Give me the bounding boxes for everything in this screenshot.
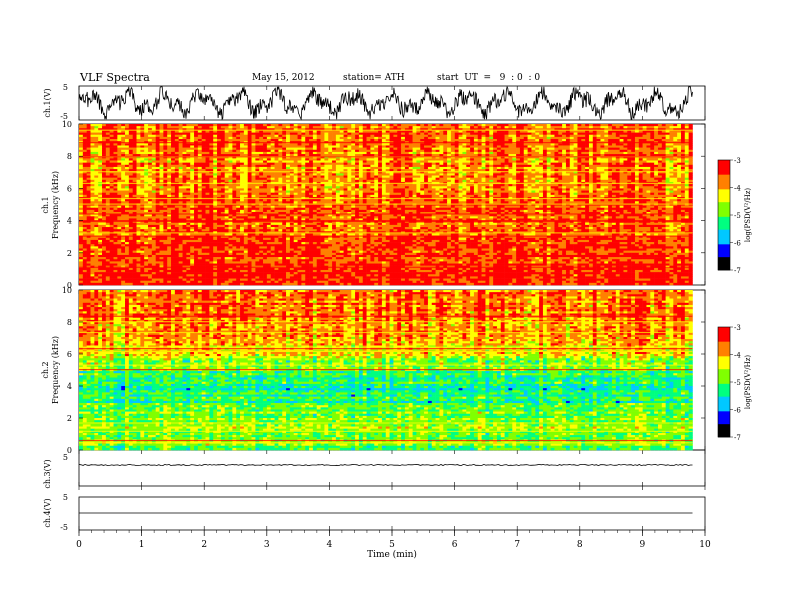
freq-tick-label: 10 bbox=[62, 120, 72, 129]
x-tick-label: 4 bbox=[327, 540, 333, 550]
colorbar-tick-label: -7 bbox=[734, 434, 741, 442]
colorbar-tick-label: -5 bbox=[734, 379, 741, 387]
x-axis-label: Time (min) bbox=[367, 549, 417, 560]
ch2-freq-label: Frequency (kHz) bbox=[51, 336, 60, 404]
colorbar-tick-label: -5 bbox=[734, 212, 741, 220]
x-tick-label: 9 bbox=[640, 540, 646, 550]
ch1-ylabel: ch.1(V) bbox=[43, 88, 52, 117]
x-tick-label: 3 bbox=[264, 540, 270, 550]
x-tick-label: 10 bbox=[699, 540, 711, 550]
freq-tick-label: 2 bbox=[67, 249, 72, 258]
time-axis: 0 1 2 3 4 5 6 7 8 9 10 bbox=[76, 530, 711, 550]
x-tick-label: 0 bbox=[76, 540, 82, 550]
ch4-waveform-frame bbox=[79, 497, 705, 530]
ch2-spectrogram-image bbox=[79, 290, 693, 450]
freq-tick-label: 6 bbox=[67, 184, 72, 193]
freq-tick-label: 2 bbox=[67, 414, 72, 423]
freq-tick-label: 6 bbox=[67, 350, 72, 359]
x-tick-label: 1 bbox=[139, 540, 145, 550]
ch1-colorbar-label: log(PSD(V²/Hz) bbox=[744, 188, 752, 243]
x-tick-label: 7 bbox=[514, 540, 520, 550]
freq-tick-label: 8 bbox=[67, 318, 72, 327]
ch1-waveform-line bbox=[79, 87, 693, 119]
ch2-spec-label: ch.2 bbox=[41, 361, 50, 378]
ch4-ylabel: ch.4(V) bbox=[43, 498, 52, 527]
ch1-waveform-panel: ch.1(V) 5 -5 bbox=[43, 83, 693, 121]
ch4-waveform-panel: ch.4(V) 5 -5 bbox=[43, 493, 693, 532]
freq-tick-label: 4 bbox=[67, 217, 72, 226]
ch3-waveform-panel: ch.3(V) 5 bbox=[43, 453, 693, 489]
vlf-figure: ch.1(V) 5 -5 ch.1 Frequency (kHz) 0 2 4 6 8 1… bbox=[0, 0, 792, 612]
colorbar-tick-label: -6 bbox=[734, 240, 741, 248]
freq-tick-label: 4 bbox=[67, 382, 72, 391]
ch1-freq-label: Frequency (kHz) bbox=[51, 171, 60, 239]
freq-tick-label: 8 bbox=[67, 152, 72, 161]
ch1-waveform-frame bbox=[79, 86, 705, 120]
freq-tick-label: 10 bbox=[62, 286, 72, 295]
ch1-ytick-top: 5 bbox=[63, 83, 68, 92]
colorbar-tick-label: -6 bbox=[734, 407, 741, 415]
ch1-spec-label: ch.1 bbox=[41, 196, 50, 213]
ch3-ylabel: ch.3(V) bbox=[43, 459, 52, 488]
ch3-waveform-line bbox=[79, 464, 693, 465]
colorbar-tick-label: -7 bbox=[734, 267, 741, 275]
ch2-colorbar-label: log(PSD(V²/Hz) bbox=[744, 355, 752, 410]
x-tick-label: 5 bbox=[389, 540, 395, 550]
ch1-colorbar: -3 -4 -5 -6 -7 bbox=[718, 157, 741, 275]
ch3-ytick-top: 5 bbox=[63, 453, 68, 462]
colorbar-tick-label: -3 bbox=[734, 157, 741, 165]
colorbar-tick-label: -4 bbox=[734, 185, 741, 193]
ch2-colorbar: -3 -4 -5 -6 -7 bbox=[718, 324, 741, 442]
ch3-waveform-frame bbox=[79, 450, 705, 486]
x-tick-label: 6 bbox=[452, 540, 458, 550]
colorbar-tick-label: -3 bbox=[734, 324, 741, 332]
ch4-ytick-bottom: -5 bbox=[60, 523, 68, 532]
ch4-ytick-top: 5 bbox=[63, 493, 68, 502]
ch1-spectrogram-image bbox=[79, 124, 693, 285]
colorbar-tick-label: -4 bbox=[734, 352, 741, 360]
x-tick-label: 8 bbox=[577, 540, 583, 550]
x-tick-label: 2 bbox=[201, 540, 207, 550]
